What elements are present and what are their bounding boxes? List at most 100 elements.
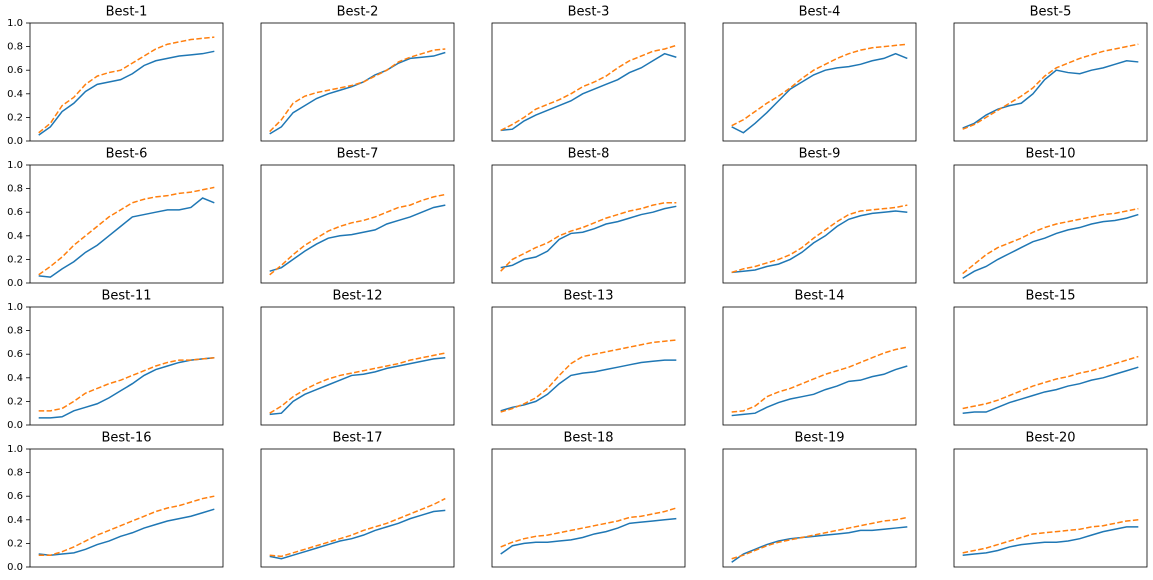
series-line (500, 52, 677, 132)
axes-frame (722, 22, 917, 142)
axes-frame (491, 306, 686, 426)
subplot-title: Best-2 (337, 5, 379, 20)
subplot-title: Best-18 (563, 431, 613, 446)
series-line (269, 193, 446, 276)
subplot-title: Best-14 (794, 289, 844, 304)
series-line (269, 352, 446, 414)
subplot-title: Best-13 (563, 289, 613, 304)
series-line (269, 509, 446, 560)
y-tick-label: 0.0 (7, 420, 23, 431)
series-line (269, 497, 446, 558)
subplot-title: Best-11 (101, 289, 151, 304)
y-tick-label: 0.6 (7, 491, 23, 502)
axes-frame (722, 448, 917, 568)
y-tick-label: 1.0 (7, 302, 23, 313)
series-line (38, 495, 215, 556)
y-tick-label: 1.0 (7, 18, 23, 29)
subplot-title: Best-4 (799, 5, 841, 20)
axes-frame (29, 22, 224, 142)
series-line (962, 207, 1139, 275)
series-line (500, 359, 677, 412)
subplot-title: Best-6 (106, 147, 148, 162)
series-line (731, 204, 908, 274)
y-tick-label: 0.4 (7, 373, 23, 384)
axes-frame (29, 306, 224, 426)
series-line (731, 43, 908, 127)
subplot-title: Best-1 (106, 5, 148, 20)
axes-frame (29, 164, 224, 284)
series-line (731, 52, 908, 134)
subplot-title: Best-19 (794, 431, 844, 446)
subplot-title: Best-20 (1025, 431, 1075, 446)
axes-frame (29, 448, 224, 568)
y-tick-label: 0.8 (7, 42, 23, 53)
series-line (962, 519, 1139, 554)
series-line (269, 356, 446, 416)
series-line (500, 517, 677, 555)
y-tick-label: 0.2 (7, 396, 23, 407)
axes-frame (260, 164, 455, 284)
y-tick-label: 0.4 (7, 89, 23, 100)
y-tick-label: 0.0 (7, 562, 23, 573)
subplot-title: Best-7 (337, 147, 379, 162)
y-tick-label: 0.2 (7, 538, 23, 549)
subplot-title: Best-12 (332, 289, 382, 304)
y-tick-label: 1.0 (7, 444, 23, 455)
series-line (962, 355, 1139, 410)
axes-frame (260, 306, 455, 426)
axes-frame (953, 448, 1148, 568)
subplot-title: Best-8 (568, 147, 610, 162)
subplot-title: Best-3 (568, 5, 610, 20)
subplot-title: Best-9 (799, 147, 841, 162)
series-line (500, 339, 677, 413)
y-tick-label: 0.4 (7, 515, 23, 526)
y-tick-label: 0.2 (7, 112, 23, 123)
series-line (962, 43, 1139, 130)
series-line (38, 197, 215, 278)
series-line (731, 346, 908, 413)
series-line (962, 213, 1139, 279)
series-line (731, 210, 908, 274)
series-line (38, 186, 215, 276)
axes-frame (953, 306, 1148, 426)
series-line (269, 204, 446, 272)
series-line (500, 205, 677, 269)
y-tick-label: 0.6 (7, 349, 23, 360)
series-line (38, 356, 215, 412)
axes-frame (260, 22, 455, 142)
series-line (500, 44, 677, 132)
series-line (962, 366, 1139, 414)
series-line (731, 365, 908, 417)
axes-frame (491, 22, 686, 142)
subplot-title: Best-5 (1030, 5, 1072, 20)
series-line (269, 48, 446, 133)
axes-frame (953, 164, 1148, 284)
y-tick-label: 0.8 (7, 468, 23, 479)
series-line (500, 507, 677, 548)
axes-frame (722, 306, 917, 426)
axes-frame (491, 448, 686, 568)
series-line (962, 526, 1139, 556)
y-tick-label: 0.8 (7, 326, 23, 337)
series-line (38, 36, 215, 134)
series-line (962, 59, 1139, 129)
series-line (38, 508, 215, 556)
series-line (731, 516, 908, 560)
y-tick-label: 0.2 (7, 254, 23, 265)
series-line (38, 50, 215, 136)
subplot-title: Best-15 (1025, 289, 1075, 304)
subplot-title: Best-16 (101, 431, 151, 446)
subplot-title: Best-17 (332, 431, 382, 446)
axes-frame (491, 164, 686, 284)
y-tick-label: 0.0 (7, 136, 23, 147)
y-tick-label: 0.0 (7, 278, 23, 289)
series-line (269, 51, 446, 135)
axes-frame (260, 448, 455, 568)
series-line (500, 202, 677, 272)
axes-frame (953, 22, 1148, 142)
subplot-title: Best-10 (1025, 147, 1075, 162)
y-tick-label: 0.6 (7, 65, 23, 76)
y-tick-label: 1.0 (7, 160, 23, 171)
y-tick-label: 0.8 (7, 184, 23, 195)
